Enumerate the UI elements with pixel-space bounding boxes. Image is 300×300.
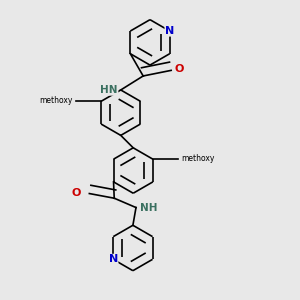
Text: N: N (165, 26, 174, 36)
Text: O: O (182, 154, 192, 164)
Text: NH: NH (140, 203, 158, 213)
Text: N: N (109, 254, 118, 264)
Text: O: O (72, 188, 81, 198)
Text: methoxy: methoxy (39, 96, 73, 105)
Text: O: O (62, 96, 71, 106)
Text: O: O (175, 64, 184, 74)
Text: HN: HN (100, 85, 118, 95)
Text: methoxy: methoxy (181, 154, 215, 163)
